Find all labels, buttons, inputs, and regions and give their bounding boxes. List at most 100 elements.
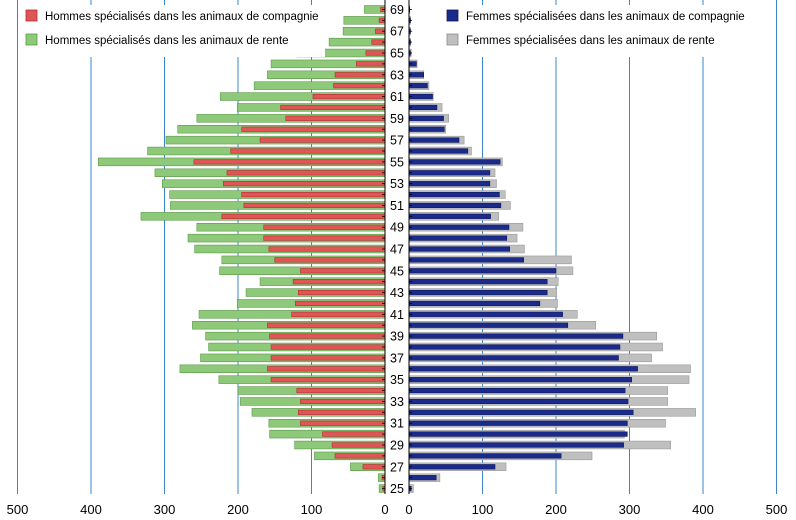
age-label: 39 <box>390 330 404 344</box>
bar-femmes-compagnie <box>408 148 469 154</box>
bar-hommes-compagnie <box>333 83 386 89</box>
bar-hommes-compagnie <box>297 289 386 296</box>
bar-hommes-compagnie <box>356 61 386 67</box>
x-tick-right: 0 <box>405 502 412 517</box>
bar-femmes-compagnie <box>408 246 510 252</box>
legend-swatch <box>446 9 459 22</box>
bar-hommes-compagnie <box>268 246 386 252</box>
bar-hommes-compagnie <box>221 213 386 219</box>
legend-label: Hommes spécialisés dans les animaux de c… <box>45 11 319 23</box>
bar-hommes-compagnie <box>362 464 386 470</box>
bar-hommes-compagnie <box>263 235 386 241</box>
age-label: 43 <box>390 286 404 300</box>
bar-femmes-compagnie <box>408 344 621 350</box>
age-label: 33 <box>390 395 404 409</box>
bar-femmes-compagnie <box>408 202 502 209</box>
bar-hommes-compagnie <box>300 420 386 426</box>
legend-panel-right <box>441 5 746 57</box>
bar-hommes-compagnie <box>296 387 386 394</box>
x-tick-right: 300 <box>619 502 641 517</box>
legend-swatch <box>25 9 38 22</box>
bar-hommes-compagnie <box>291 311 386 317</box>
x-tick-left: 200 <box>227 502 249 517</box>
legend-label: Hommes spécialisés dans les animaux de r… <box>45 35 289 47</box>
age-label: 55 <box>390 155 404 169</box>
bar-femmes-compagnie <box>408 279 548 285</box>
bar-hommes-compagnie <box>267 322 386 328</box>
bar-hommes-compagnie <box>270 377 386 383</box>
age-axis: 25 27 29 31 33 35 37 39 41 43 45 47 49 51 53 55 57 59 61 63… <box>382 0 412 496</box>
bar-femmes-compagnie <box>408 126 445 132</box>
bar-femmes-compagnie <box>408 170 491 176</box>
bar-hommes-compagnie <box>300 268 386 274</box>
x-tick-right: 100 <box>472 502 494 517</box>
bar-femmes-compagnie <box>408 377 633 383</box>
x-tick-left: 300 <box>154 502 176 517</box>
bar-hommes-compagnie <box>334 72 386 78</box>
age-label: 67 <box>390 25 404 39</box>
age-label: 61 <box>390 90 404 104</box>
bar-hommes-compagnie <box>300 398 386 405</box>
bar-femmes-compagnie <box>408 224 510 230</box>
bar-femmes-compagnie <box>408 322 569 328</box>
bar-femmes-compagnie <box>408 431 628 437</box>
x-tick-left: 100 <box>301 502 323 517</box>
age-label: 31 <box>390 417 404 431</box>
bar-hommes-compagnie <box>334 453 386 459</box>
legend-panel-left <box>20 5 325 57</box>
bar-hommes-compagnie <box>269 333 386 339</box>
legend-label: Femmes spécialisées dans les animaux de … <box>466 11 745 23</box>
age-label: 57 <box>390 134 404 148</box>
bar-femmes-compagnie <box>408 464 496 470</box>
bar-hommes-compagnie <box>270 344 386 350</box>
x-tick-left: 500 <box>7 502 29 517</box>
age-label: 37 <box>390 351 404 365</box>
bar-femmes-compagnie <box>408 93 433 100</box>
age-label: 47 <box>390 243 404 257</box>
bar-hommes-compagnie <box>241 191 386 198</box>
bar-hommes-compagnie <box>292 279 386 285</box>
bar-hommes-compagnie <box>226 170 386 176</box>
x-tick-right: 500 <box>766 502 788 517</box>
bar-hommes-compagnie <box>241 126 386 132</box>
age-label: 63 <box>390 68 404 82</box>
legend: Hommes spécialisés dans les animaux de c… <box>20 5 746 57</box>
bar-femmes-compagnie <box>408 115 444 121</box>
bar-femmes-compagnie <box>408 159 501 165</box>
x-tick-right: 200 <box>545 502 567 517</box>
age-label: 35 <box>390 373 404 387</box>
legend-swatch <box>25 33 38 46</box>
bar-femmes-compagnie <box>408 442 624 448</box>
bar-femmes-compagnie <box>408 311 563 317</box>
bar-femmes-compagnie <box>408 409 634 415</box>
age-label: 45 <box>390 264 404 278</box>
bar-hommes-compagnie <box>270 355 386 361</box>
bar-hommes-compagnie <box>295 300 386 307</box>
bar-hommes-compagnie <box>331 442 386 448</box>
x-tick-left: 400 <box>80 502 102 517</box>
x-tick-left: 0 <box>381 502 388 517</box>
bar-femmes-compagnie <box>408 104 438 111</box>
gridlines <box>17 0 777 494</box>
bar-femmes-compagnie <box>408 257 524 263</box>
legend-label: Femmes spécialisées dans les animaux de … <box>466 35 715 47</box>
bar-hommes-compagnie <box>274 257 386 263</box>
bar-femmes-compagnie <box>408 453 562 459</box>
age-label: 69 <box>390 3 404 17</box>
age-label: 53 <box>390 177 404 191</box>
bar-femmes-compagnie <box>408 137 460 143</box>
legend-swatch <box>446 33 459 46</box>
age-label: 59 <box>390 112 404 126</box>
age-label: 65 <box>390 47 404 61</box>
bar-femmes-compagnie <box>408 387 626 394</box>
bar-femmes-compagnie <box>408 268 557 274</box>
bar-hommes-compagnie <box>267 366 386 372</box>
age-label: 41 <box>390 308 404 322</box>
bars <box>98 5 696 493</box>
bar-hommes-compagnie <box>297 409 386 415</box>
x-axis-ticks: 500 400 300 200 100 0 0 100 200 300 400 500 <box>7 502 788 517</box>
bar-femmes-compagnie <box>408 213 491 219</box>
bar-hommes-compagnie <box>243 202 386 209</box>
bar-hommes-compagnie <box>263 224 386 230</box>
